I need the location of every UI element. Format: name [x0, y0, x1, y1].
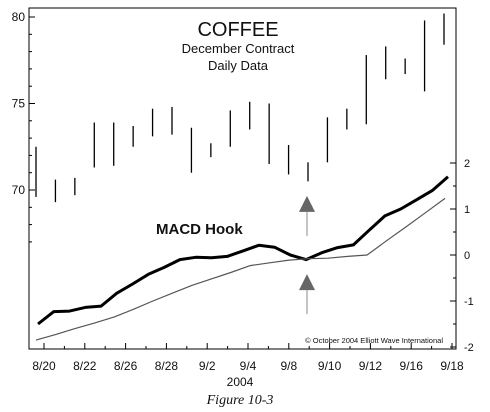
- price-tick-label: 75: [12, 97, 26, 111]
- macd-line: [37, 175, 449, 326]
- signal-line: [35, 197, 446, 341]
- macd-tick-label: -2: [464, 342, 474, 354]
- macd-tick-label: -1: [464, 296, 474, 308]
- x-tick-label: 9/18: [440, 359, 464, 373]
- x-tick-label: 9/12: [359, 359, 383, 373]
- x-tick-label: 9/4: [240, 359, 257, 373]
- macd-tick-label: 0: [464, 250, 470, 262]
- arrow-head: [299, 274, 315, 291]
- x-tick-label: 9/16: [400, 359, 424, 373]
- x-tick-label: 8/28: [155, 359, 179, 373]
- chart-subtitle-line2: Daily Data: [208, 58, 269, 73]
- x-tick-label: 8/26: [114, 359, 138, 373]
- x-tick-label: 9/8: [280, 359, 297, 373]
- macd-tick-label: 1: [464, 204, 470, 216]
- price-axis: 70 75 80: [12, 10, 35, 243]
- price-tick-label: 80: [12, 10, 26, 24]
- figure-caption: Figure 10-3: [206, 393, 274, 408]
- macd-hook-label: MACD Hook: [156, 221, 243, 238]
- macd-tick-label: 2: [464, 158, 470, 170]
- hook-arrows: [299, 195, 315, 315]
- arrow-head: [299, 195, 315, 212]
- x-tick-label: 8/20: [32, 359, 56, 373]
- price-bars: [35, 13, 445, 203]
- macd-axis: 2 1 0 -1 -2: [450, 158, 474, 354]
- chart-title: COFFEE: [197, 19, 278, 41]
- chart-subtitle-line1: December Contract: [182, 41, 295, 56]
- x-tick-label: 8/22: [73, 359, 97, 373]
- plot-frame: [28, 7, 457, 350]
- copyright-note: © October 2004 Elliott Wave Internationa…: [305, 336, 443, 345]
- x-tick-label: 9/10: [318, 359, 342, 373]
- x-axis-year-label: 2004: [227, 375, 254, 389]
- x-axis: 8/20 8/22 8/26 8/28 9/2 9/4 9/8 9/10 9/12 9/16 9/1…: [32, 343, 464, 373]
- price-tick-label: 70: [12, 183, 26, 197]
- x-tick-label: 9/2: [199, 359, 216, 373]
- macd-lines: [35, 175, 449, 341]
